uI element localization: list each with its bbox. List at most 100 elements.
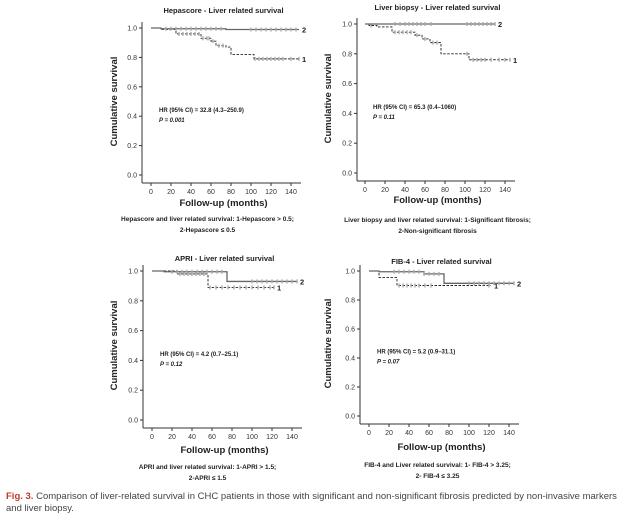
series-label-2: 2 bbox=[517, 279, 521, 288]
x-tick-label: 80 bbox=[441, 187, 449, 194]
hazard-ratio-text: HR (95% CI) = 4.2 (0.7–25.1) bbox=[160, 352, 238, 358]
x-tick-label: 40 bbox=[401, 187, 409, 194]
x-tick-label: 40 bbox=[405, 430, 413, 437]
p-value-text: P = 0.001 bbox=[159, 118, 185, 124]
x-tick-label: 120 bbox=[266, 434, 278, 441]
chart-title: Liver biopsy - Liver related survival bbox=[375, 3, 501, 12]
survival-curve-1 bbox=[365, 23, 510, 61]
caption-panel-4: FIB-4 and Liver related survival: 1- FIB… bbox=[330, 460, 545, 482]
series-label-2: 2 bbox=[300, 277, 304, 286]
y-tick-label: 1.0 bbox=[128, 269, 138, 276]
x-tick-label: 0 bbox=[367, 430, 371, 437]
hazard-ratio-text: HR (95% CI) = 32.8 (4.3–250.9) bbox=[159, 108, 244, 114]
y-tick-label: 0.2 bbox=[127, 143, 137, 150]
y-tick-label: 0.4 bbox=[128, 358, 138, 365]
x-tick-label: 80 bbox=[227, 189, 235, 196]
x-tick-label: 120 bbox=[479, 187, 491, 194]
y-tick-label: 1.0 bbox=[127, 26, 137, 33]
x-axis-label: Follow-up (months) bbox=[393, 195, 481, 206]
x-tick-label: 60 bbox=[207, 189, 215, 196]
chart-title: APRI - Liver related survival bbox=[175, 254, 275, 263]
caption-line: 2-Hepascore ≤ 0.5 bbox=[179, 227, 236, 234]
caption-line: 2-APRI ≤ 1.5 bbox=[188, 475, 227, 482]
series-label-1: 1 bbox=[513, 56, 517, 65]
x-tick-label: 100 bbox=[463, 430, 475, 437]
y-tick-label: 1.0 bbox=[345, 269, 355, 276]
caption-line: 2- FIB-4 ≤ 3.25 bbox=[415, 473, 460, 480]
y-tick-label: 0.4 bbox=[345, 356, 355, 363]
x-axis-label: Follow-up (months) bbox=[397, 442, 485, 453]
x-tick-label: 140 bbox=[286, 434, 298, 441]
x-tick-label: 20 bbox=[381, 187, 389, 194]
y-tick-label: 0.2 bbox=[128, 388, 138, 395]
series-label-1: 1 bbox=[494, 282, 498, 291]
x-tick-label: 120 bbox=[483, 430, 495, 437]
y-tick-label: 0.8 bbox=[128, 298, 138, 305]
p-value-text: P = 0.12 bbox=[160, 362, 183, 368]
series-label-2: 2 bbox=[302, 25, 306, 34]
y-tick-label: 0.6 bbox=[128, 328, 138, 335]
x-tick-label: 100 bbox=[246, 434, 258, 441]
y-tick-label: 0.4 bbox=[127, 114, 137, 121]
x-tick-label: 120 bbox=[265, 189, 277, 196]
x-tick-label: 0 bbox=[150, 434, 154, 441]
y-tick-label: 0.6 bbox=[345, 327, 355, 334]
survival-curve-2 bbox=[152, 270, 297, 283]
x-axis-label: Follow-up (months) bbox=[179, 198, 267, 209]
hazard-ratio-text: HR (95% CI) = 5.2 (0.9–31.1) bbox=[377, 350, 455, 356]
figure-label: Fig. 3. bbox=[6, 491, 34, 502]
figure-caption-text: Comparison of liver-related survival in … bbox=[6, 491, 617, 514]
y-tick-label: 0.2 bbox=[342, 141, 352, 148]
series-label-2: 2 bbox=[498, 20, 502, 29]
y-tick-label: 0.2 bbox=[345, 385, 355, 392]
y-tick-label: 0.0 bbox=[127, 173, 137, 180]
x-tick-label: 20 bbox=[168, 434, 176, 441]
x-tick-label: 60 bbox=[421, 187, 429, 194]
x-tick-label: 80 bbox=[228, 434, 236, 441]
y-axis-label: Cumulative survival bbox=[323, 54, 334, 144]
x-tick-label: 140 bbox=[499, 187, 511, 194]
chart-title: FIB-4 - Liver related survival bbox=[391, 257, 491, 266]
y-tick-label: 0.0 bbox=[342, 171, 352, 178]
x-tick-label: 0 bbox=[363, 187, 367, 194]
caption-panel-1: Hepascore and liver related survival: 1-… bbox=[100, 214, 315, 236]
x-tick-label: 20 bbox=[167, 189, 175, 196]
x-tick-label: 140 bbox=[503, 430, 515, 437]
y-tick-label: 0.4 bbox=[342, 111, 352, 118]
x-tick-label: 100 bbox=[245, 189, 257, 196]
caption-line: Liver biopsy and liver related survival:… bbox=[344, 217, 531, 224]
x-axis-label: Follow-up (months) bbox=[180, 445, 268, 456]
x-tick-label: 80 bbox=[445, 430, 453, 437]
x-tick-label: 100 bbox=[459, 187, 471, 194]
survival-curve-1 bbox=[151, 27, 299, 60]
p-value-text: P = 0.07 bbox=[377, 360, 400, 366]
x-tick-label: 0 bbox=[149, 189, 153, 196]
x-tick-label: 140 bbox=[285, 189, 297, 196]
y-tick-label: 0.8 bbox=[342, 51, 352, 58]
survival-curve-2 bbox=[151, 27, 299, 31]
x-tick-label: 40 bbox=[187, 189, 195, 196]
y-tick-label: 0.0 bbox=[128, 418, 138, 425]
p-value-text: P = 0.11 bbox=[373, 115, 396, 121]
y-tick-label: 0.6 bbox=[127, 84, 137, 91]
series-label-1: 1 bbox=[277, 283, 281, 292]
figure-caption: Fig. 3. Comparison of liver-related surv… bbox=[6, 491, 621, 515]
x-tick-label: 20 bbox=[385, 430, 393, 437]
y-axis-label: Cumulative survival bbox=[323, 299, 334, 389]
x-tick-label: 40 bbox=[188, 434, 196, 441]
caption-line: FIB-4 and Liver related survival: 1- FIB… bbox=[364, 462, 511, 469]
x-tick-label: 60 bbox=[425, 430, 433, 437]
caption-panel-2: Liver biopsy and liver related survival:… bbox=[320, 215, 555, 237]
chart-title: Hepascore - Liver related survival bbox=[163, 6, 283, 15]
caption-line: APRI and liver related survival: 1-APRI … bbox=[138, 464, 277, 471]
y-axis-label: Cumulative survival bbox=[109, 301, 120, 391]
y-tick-label: 0.6 bbox=[342, 81, 352, 88]
caption-line: Hepascore and liver related survival: 1-… bbox=[121, 216, 294, 223]
y-tick-label: 1.0 bbox=[342, 22, 352, 29]
x-tick-label: 60 bbox=[208, 434, 216, 441]
survival-curve-1 bbox=[152, 270, 274, 288]
y-tick-label: 0.8 bbox=[345, 298, 355, 305]
caption-panel-3: APRI and liver related survival: 1-APRI … bbox=[100, 462, 315, 484]
y-axis-label: Cumulative survival bbox=[109, 57, 120, 147]
